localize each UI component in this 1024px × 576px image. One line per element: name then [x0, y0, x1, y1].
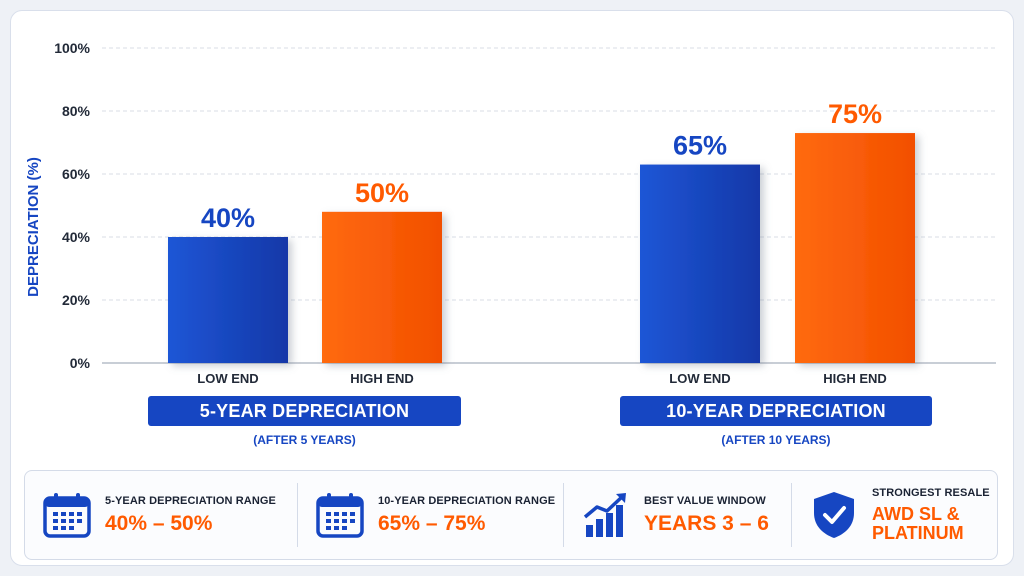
y-tick-label: 100%	[54, 40, 90, 56]
y-tick-label: 40%	[62, 229, 91, 245]
y-axis-ticks: 0% 20% 40% 60% 80% 100%	[54, 40, 90, 371]
y-tick-label: 60%	[62, 166, 91, 182]
stat-value: 40% – 50%	[105, 511, 213, 535]
stat-label: STRONGEST RESALE	[872, 487, 990, 500]
stat-best-value-window: BEST VALUE WINDOW YEARS 3 – 6	[563, 483, 791, 547]
calendar-icon	[316, 493, 364, 538]
x-category-label: HIGH END	[350, 371, 414, 386]
group-banner-5-year: 5-YEAR DEPRECIATION	[148, 396, 461, 426]
x-category-label: LOW END	[197, 371, 258, 386]
y-tick-label: 80%	[62, 103, 91, 119]
bar-value-label: 75%	[828, 99, 882, 129]
summary-stats-panel: 5-YEAR DEPRECIATION RANGE 40% – 50% 10-Y…	[24, 470, 998, 560]
group-sublabel-5-year: (AFTER 5 YEARS)	[253, 433, 356, 447]
depreciation-bar-chart: 0% 20% 40% 60% 80% 100% DEPRECIATION (%) 40% 5…	[25, 40, 996, 386]
y-tick-label: 20%	[62, 292, 91, 308]
bar-low-end	[168, 237, 288, 363]
stat-value: 65% – 75%	[378, 511, 486, 535]
bar-value-label: 65%	[673, 131, 727, 161]
stat-5-year-range: 5-YEAR DEPRECIATION RANGE 40% – 50%	[25, 483, 297, 547]
x-category-label: LOW END	[669, 371, 730, 386]
trend-chart-icon	[583, 493, 626, 537]
stat-value: YEARS 3 – 6	[644, 511, 769, 535]
group-banner-10-year: 10-YEAR DEPRECIATION	[620, 396, 932, 426]
stat-label: 5-YEAR DEPRECIATION RANGE	[105, 494, 276, 507]
bar-value-label: 50%	[355, 178, 409, 208]
stat-10-year-range: 10-YEAR DEPRECIATION RANGE 65% – 75%	[297, 483, 563, 547]
stat-value: AWD SL & PLATINUM	[872, 504, 964, 543]
calendar-icon	[43, 493, 91, 538]
y-axis-label: DEPRECIATION (%)	[25, 157, 42, 297]
stat-label: 10-YEAR DEPRECIATION RANGE	[378, 494, 556, 507]
bar-value-label: 40%	[201, 203, 255, 233]
stat-strongest-resale: STRONGEST RESALE AWD SL & PLATINUM	[791, 483, 997, 547]
x-axis-categories: LOW END HIGH END LOW END HIGH END	[197, 371, 886, 386]
bar-low-end	[640, 164, 760, 363]
bars: 40% 50% 65% 75%	[168, 99, 915, 363]
group-sublabel-10-year: (AFTER 10 YEARS)	[721, 433, 831, 447]
stat-label: BEST VALUE WINDOW	[644, 494, 766, 507]
bar-high-end	[795, 133, 915, 363]
bar-high-end	[322, 211, 442, 363]
shield-check-icon	[814, 492, 854, 538]
y-tick-label: 0%	[70, 355, 91, 371]
x-category-label: HIGH END	[823, 371, 887, 386]
